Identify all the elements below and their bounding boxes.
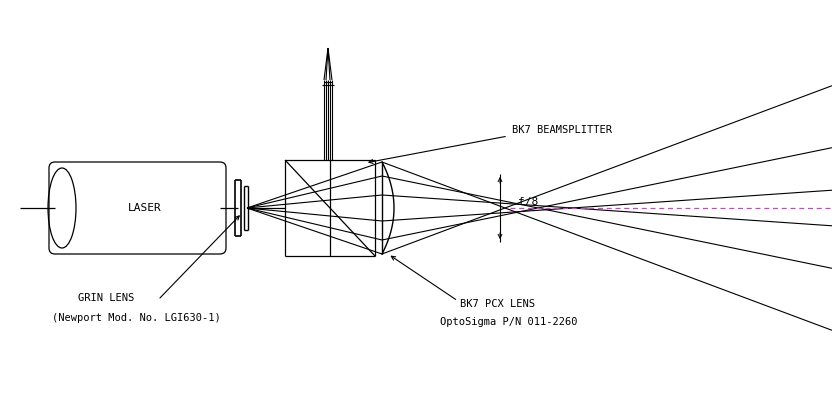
Text: LASER: LASER bbox=[128, 203, 162, 213]
Text: BK7 PCX LENS: BK7 PCX LENS bbox=[460, 299, 535, 309]
FancyBboxPatch shape bbox=[49, 162, 226, 254]
Text: f/8: f/8 bbox=[518, 197, 538, 207]
Text: (Newport Mod. No. LGI630-1): (Newport Mod. No. LGI630-1) bbox=[52, 313, 220, 323]
Text: BK7 BEAMSPLITTER: BK7 BEAMSPLITTER bbox=[512, 125, 612, 135]
Text: GRIN LENS: GRIN LENS bbox=[78, 293, 134, 303]
Text: OptoSigma P/N 011-2260: OptoSigma P/N 011-2260 bbox=[440, 317, 577, 327]
